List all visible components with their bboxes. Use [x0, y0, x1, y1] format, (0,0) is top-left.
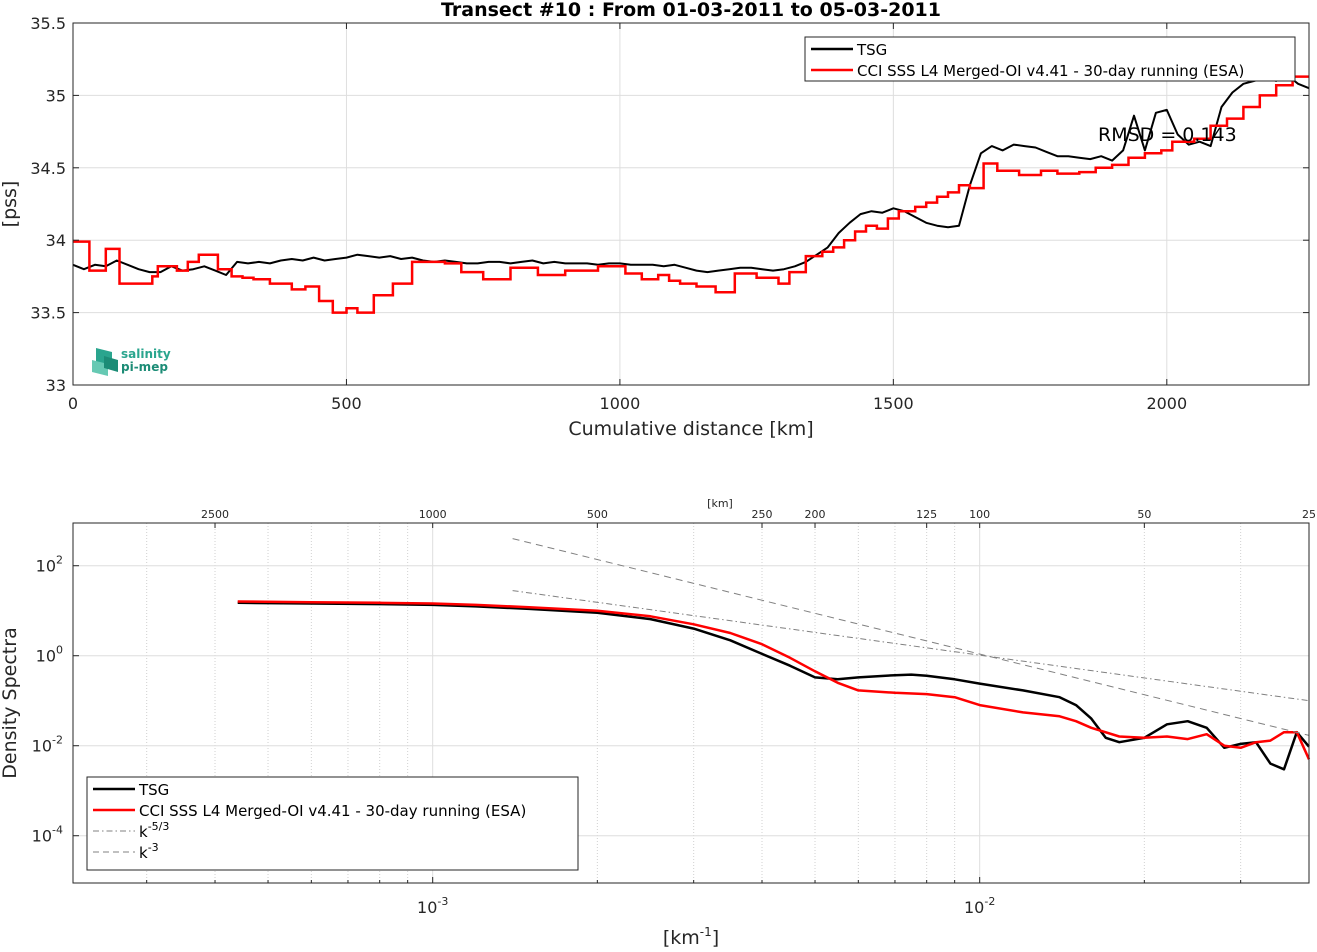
bottom-y-tick-label: 102	[36, 554, 63, 576]
top-y-axis-label: [pss]	[0, 181, 21, 228]
bottom-y-ticks: 10-4 10-2 100 102	[32, 554, 79, 846]
bottom-top-tick-label: 2500	[201, 508, 229, 521]
bottom-x-ticks: 10-3 10-2	[146, 877, 1242, 917]
bottom-x-tick-label: 10-3	[417, 895, 448, 917]
salinity-pimep-logo-icon	[92, 348, 118, 376]
bottom-top-tick-label: 1000	[419, 508, 447, 521]
top-x-tick-label: 1000	[600, 394, 641, 413]
top-x-tick-label: 2000	[1146, 394, 1187, 413]
bottom-top-tick-label: 125	[916, 508, 937, 521]
bottom-legend-box	[86, 776, 579, 871]
top-series-cci-step-line	[73, 75, 1309, 314]
top-chart-title: Transect #10 : From 01-03-2011 to 05-03-…	[441, 0, 941, 21]
top-series-tsg-line	[72, 74, 1310, 276]
bottom-y-tick-label: 100	[36, 644, 63, 666]
logo-text-pimep: pi-mep	[121, 360, 168, 374]
bottom-series-group	[237, 538, 1311, 771]
top-x-ticks: 0 500 1000 1500 2000	[68, 23, 1187, 413]
bottom-top-tick-label: 100	[969, 508, 990, 521]
top-legend: TSG CCI SSS L4 Merged-OI v4.41 - 30-day …	[804, 36, 1296, 82]
bottom-y-axis-label: Density Spectra	[0, 627, 21, 778]
top-y-tick-label: 35.5	[30, 14, 66, 33]
salinity-transect-chart: 0 500 1000 1500 2000 33 33.5 34 34.5 35 35.5 Tran…	[0, 0, 1310, 440]
bottom-legend-label-k3: k-3	[139, 841, 159, 862]
bottom-legend-label-cci: CCI SSS L4 Merged-OI v4.41 - 30-day runn…	[139, 802, 526, 820]
logo-text-salinity: salinity	[121, 347, 171, 361]
top-y-tick-label: 33	[46, 376, 66, 395]
bottom-series-k53-reference-line	[512, 590, 1310, 702]
top-x-tick-label: 500	[331, 394, 362, 413]
bottom-series-k3-reference-line	[512, 538, 1310, 736]
top-km-axis-label: [km]	[707, 497, 733, 510]
top-y-tick-label: 34	[46, 231, 66, 250]
top-x-axis-label: Cumulative distance [km]	[568, 418, 813, 440]
bottom-x-tick-label: 10-2	[964, 895, 995, 917]
salinity-pimep-logo: salinity pi-mep	[92, 347, 171, 376]
top-legend-box	[804, 36, 1296, 82]
rmsd-annotation: RMSD = 0.143	[1098, 124, 1237, 146]
top-series-group	[72, 74, 1310, 314]
bottom-top-tick-label: 200	[805, 508, 826, 521]
top-y-ticks: 33 33.5 34 34.5 35 35.5	[30, 14, 1309, 395]
bottom-top-tick-label: 50	[1137, 508, 1151, 521]
bottom-x-axis-label: [km-1]	[663, 925, 719, 948]
bottom-legend-label-k53: k-5/3	[139, 820, 169, 841]
top-y-tick-label: 33.5	[30, 304, 66, 323]
bottom-legend: TSG CCI SSS L4 Merged-OI v4.41 - 30-day …	[86, 776, 579, 871]
top-legend-label-tsg: TSG	[856, 41, 887, 59]
bottom-y-tick-label: 10-4	[32, 824, 63, 846]
bottom-series-cci-line	[237, 600, 1311, 760]
bottom-top-tick-label: 25	[1302, 508, 1316, 521]
bottom-y-tick-label: 10-2	[32, 734, 63, 756]
bottom-series-tsg-line	[237, 601, 1310, 771]
top-plot-area	[73, 23, 1309, 385]
top-legend-label-cci: CCI SSS L4 Merged-OI v4.41 - 30-day runn…	[857, 62, 1244, 80]
bottom-plot-frame	[72, 522, 1310, 884]
density-spectra-chart: 10-3 10-2 10-4 10-2 100 102 2500 1000 500 250 20…	[0, 497, 1316, 949]
bottom-top-tick-label: 500	[587, 508, 608, 521]
bottom-top-tick-label: 250	[752, 508, 773, 521]
top-y-tick-label: 35	[46, 86, 66, 105]
top-y-tick-label: 34.5	[30, 159, 66, 178]
bottom-legend-label-tsg: TSG	[138, 781, 169, 799]
top-x-tick-label: 0	[68, 394, 78, 413]
top-x-tick-label: 1500	[873, 394, 914, 413]
top-plot-frame	[72, 22, 1310, 386]
bottom-top-km-ticks: 2500 1000 500 250 200 125 100 50 25	[201, 508, 1316, 528]
